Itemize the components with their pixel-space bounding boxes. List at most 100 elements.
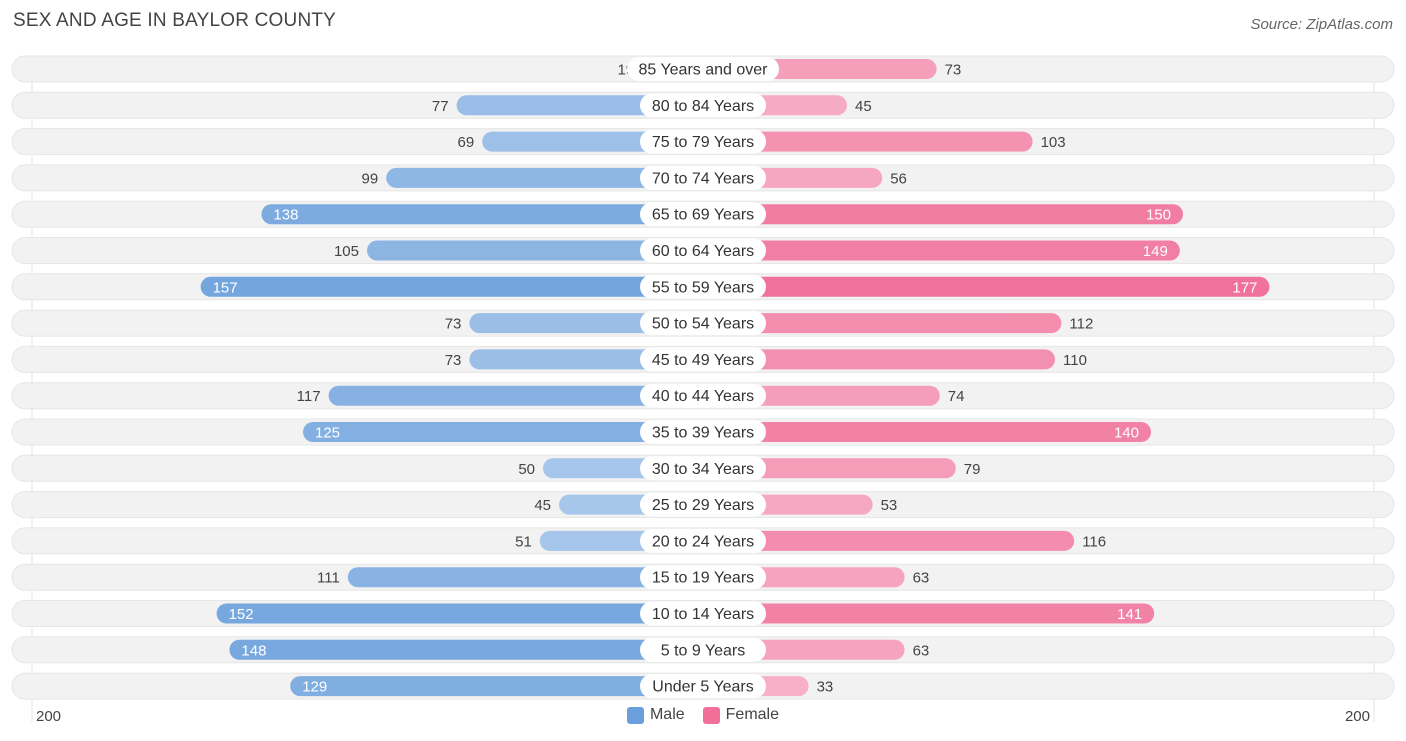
chart-row: 117 74 40 to 44 Years [11, 382, 1395, 410]
bar-male[interactable] [386, 167, 703, 188]
category-label-pill [640, 637, 766, 662]
value-label-male: 138 [273, 207, 298, 224]
legend-label-male: Male [649, 706, 685, 723]
category-label: 35 to 39 Years [652, 425, 754, 442]
value-label-female: 110 [1063, 352, 1087, 369]
source-credit: Source: ZipAtlas.com [1250, 16, 1393, 33]
chart-row: 73 112 50 to 54 Years [11, 309, 1395, 337]
bar-female[interactable] [703, 349, 1055, 370]
value-label-female: 112 [1069, 316, 1093, 333]
bar-female[interactable] [703, 458, 956, 479]
bar-male[interactable] [328, 385, 703, 406]
value-label-female: 63 [913, 642, 930, 659]
value-label-female: 73 [945, 62, 962, 79]
value-label-female: 63 [913, 570, 930, 587]
legend-swatch-female [702, 706, 720, 724]
value-label-female: 140 [1114, 425, 1139, 442]
category-label: 80 to 84 Years [652, 98, 754, 115]
category-label: 15 to 19 Years [652, 570, 754, 587]
legend: Male Female [0, 706, 1406, 724]
category-label-pill [640, 383, 766, 408]
value-label-female: 53 [881, 497, 898, 514]
category-label-pill [640, 674, 766, 699]
category-label: Under 5 Years [652, 679, 753, 696]
chart-row: 77 45 80 to 84 Years [11, 91, 1395, 119]
category-label: 65 to 69 Years [652, 207, 754, 224]
chart-row: 50 79 30 to 34 Years [11, 454, 1395, 482]
value-label-male: 111 [317, 570, 340, 587]
category-label: 10 to 14 Years [652, 606, 754, 623]
bar-female[interactable] [703, 204, 1183, 225]
bar-male[interactable] [261, 204, 703, 225]
bar-female[interactable] [703, 131, 1033, 152]
bar-female[interactable] [703, 313, 1062, 334]
value-label-male: 77 [432, 98, 449, 115]
chart-title: SEX AND AGE IN BAYLOR COUNTY [13, 10, 337, 31]
chart-row: 152 141 10 to 14 Years [11, 600, 1395, 627]
bar-female[interactable] [703, 603, 1155, 624]
value-label-female: 116 [1082, 533, 1106, 550]
value-label-male: 152 [229, 606, 254, 623]
value-label-male: 148 [241, 642, 266, 659]
chart-row: 111 63 15 to 19 Years [11, 563, 1395, 591]
value-label-female: 177 [1232, 279, 1257, 296]
category-label-pill [640, 238, 766, 263]
value-label-male: 73 [445, 352, 462, 369]
value-label-male: 45 [534, 497, 551, 514]
value-label-female: 150 [1146, 207, 1171, 224]
category-label-pill [640, 202, 766, 227]
value-label-female: 74 [948, 388, 965, 405]
bar-male[interactable] [290, 676, 703, 697]
bar-male[interactable] [367, 240, 703, 261]
category-label-pill [640, 93, 766, 118]
value-label-male: 157 [213, 279, 238, 296]
category-label: 50 to 54 Years [652, 316, 754, 333]
category-label-pill [640, 347, 766, 372]
axis-left-label: 200 [36, 708, 62, 725]
value-label-male: 73 [445, 316, 462, 333]
category-label: 45 to 49 Years [652, 352, 754, 369]
value-label-male: 69 [458, 134, 475, 151]
chart-row: 129 33 Under 5 Years [11, 672, 1395, 700]
value-label-female: 56 [890, 170, 907, 187]
bar-male[interactable] [303, 422, 703, 442]
chart-row: 99 56 70 to 74 Years [11, 164, 1395, 192]
legend-label-female: Female [725, 706, 780, 723]
legend-item-male[interactable]: Male [626, 706, 685, 724]
chart-row: 45 53 25 to 29 Years [11, 491, 1395, 519]
chart-row: 138 150 65 to 69 Years [11, 200, 1395, 228]
bar-female[interactable] [703, 530, 1075, 551]
value-label-male: 51 [515, 533, 532, 550]
legend-swatch-male [626, 706, 644, 724]
category-label: 70 to 74 Years [652, 170, 754, 187]
category-label-pill [640, 456, 766, 481]
bar-male[interactable] [200, 276, 703, 297]
category-label-pill [640, 129, 766, 154]
category-label: 75 to 79 Years [652, 134, 754, 151]
value-label-male: 105 [334, 243, 359, 260]
category-label: 20 to 24 Years [652, 533, 754, 550]
chart-row: 51 116 20 to 24 Years [11, 527, 1395, 555]
value-label-female: 141 [1117, 606, 1142, 623]
category-label: 5 to 9 Years [661, 642, 746, 659]
chart-row: 105 149 60 to 64 Years [11, 237, 1395, 264]
legend-item-female[interactable]: Female [702, 706, 780, 724]
bar-male[interactable] [216, 603, 703, 624]
category-label-pill [640, 311, 766, 336]
value-label-male: 117 [297, 388, 321, 405]
value-label-female: 79 [964, 461, 981, 478]
bar-male[interactable] [347, 567, 703, 588]
category-label-pill [640, 274, 766, 299]
bar-male[interactable] [229, 639, 703, 660]
category-label: 30 to 34 Years [652, 461, 754, 478]
bar-female[interactable] [703, 422, 1151, 442]
category-label-pill [640, 601, 766, 626]
bar-female[interactable] [703, 240, 1180, 261]
bar-female[interactable] [703, 276, 1270, 297]
category-label: 25 to 29 Years [652, 497, 754, 514]
category-label: 85 Years and over [639, 62, 769, 79]
category-label: 60 to 64 Years [652, 243, 754, 260]
category-label: 55 to 59 Years [652, 279, 754, 296]
category-label-pill [627, 57, 779, 81]
